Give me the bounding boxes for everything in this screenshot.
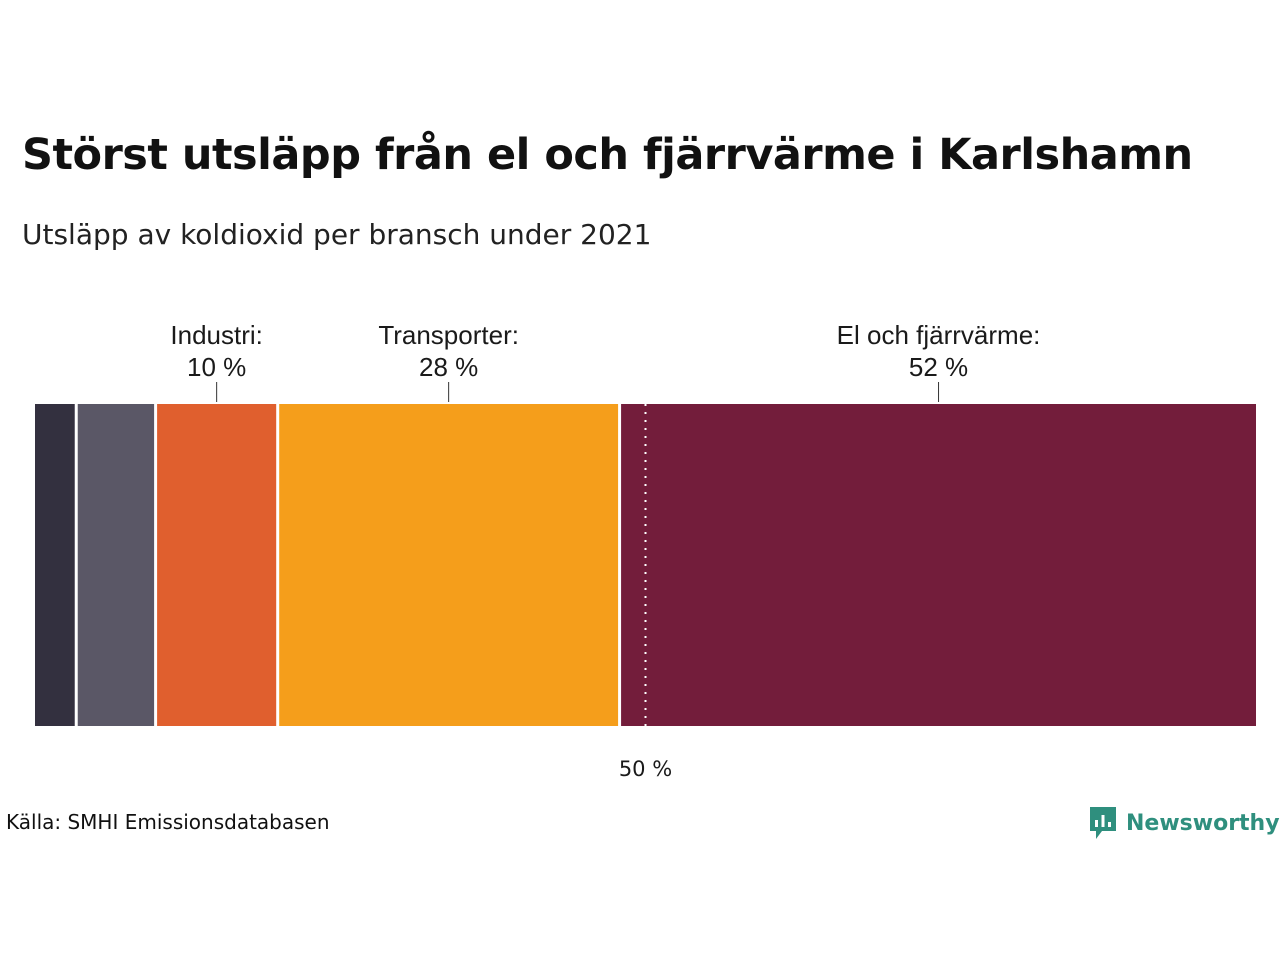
segment-value-label-4: 28 %	[419, 352, 478, 382]
bar-segment-2	[77, 404, 155, 726]
bar-segment-5	[621, 404, 1256, 726]
chart-subtitle: Utsläpp av koldioxid per bransch under 2…	[22, 218, 652, 251]
source-note: Källa: SMHI Emissionsdatabasen	[6, 810, 330, 834]
stacked-bar-chart: Industri:10 % Transporter:28 % El och fjär…	[35, 320, 1256, 781]
bar-segment-1	[35, 404, 75, 726]
reference-line-label: 50 %	[619, 757, 672, 781]
brand-logo: Newsworthy	[1088, 803, 1280, 843]
segment-label-5: El och fjärrvärme:	[837, 320, 1041, 350]
bar-segment-3	[157, 404, 277, 726]
brand-name: Newsworthy	[1126, 810, 1280, 836]
segment-value-label-3: 10 %	[187, 352, 246, 382]
bar-segment-4	[279, 404, 619, 726]
newsworthy-logo-icon	[1090, 807, 1116, 839]
segment-label-4: Transporter:	[378, 320, 519, 350]
chart-title: Störst utsläpp från el och fjärrvärme i …	[22, 130, 1193, 180]
segment-label-3: Industri:	[170, 320, 263, 350]
segment-value-label-5: 52 %	[909, 352, 968, 382]
